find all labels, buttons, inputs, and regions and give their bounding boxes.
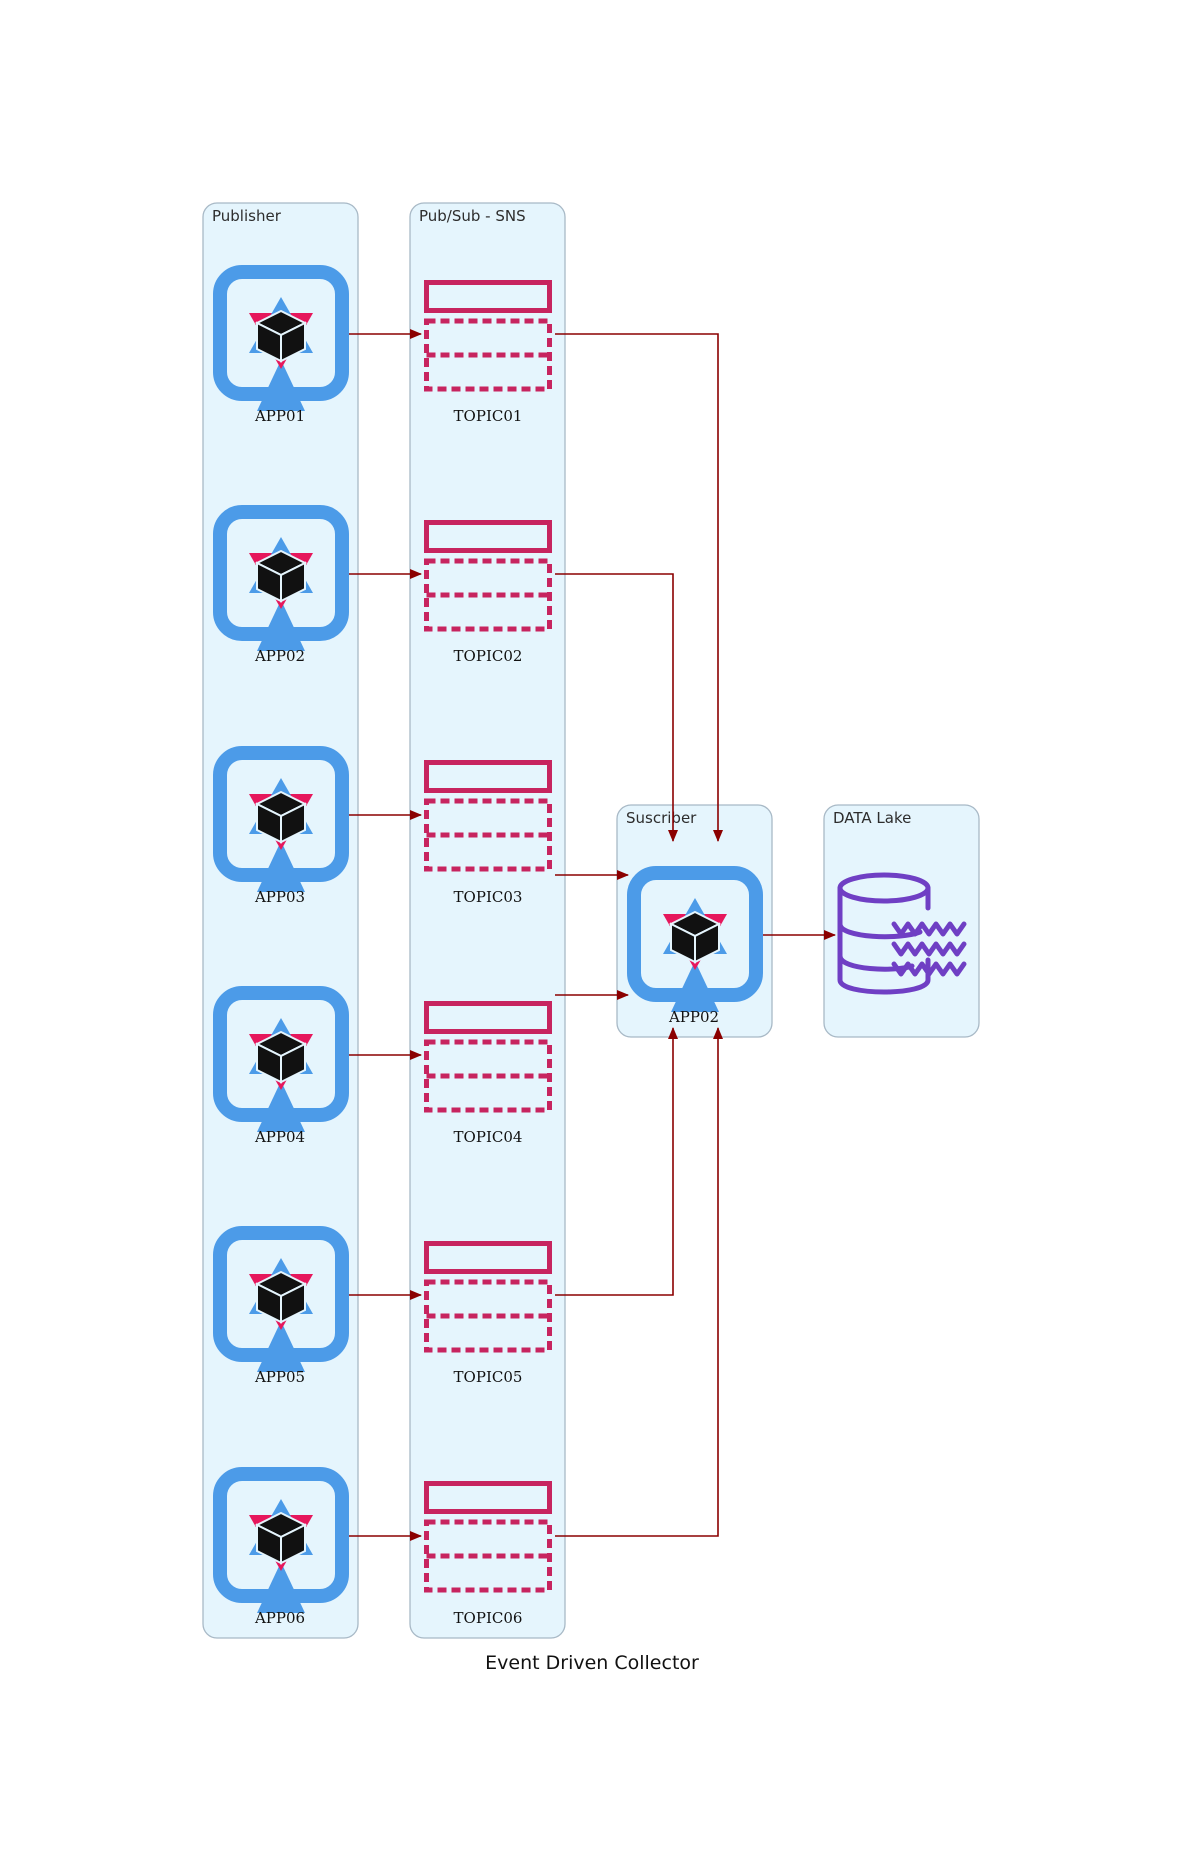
edge-topic01-subscriber — [555, 333, 723, 842]
node-label: TOPIC03 — [454, 888, 523, 906]
publisher-node: APP06 — [220, 1474, 342, 1627]
topic-node: TOPIC04 — [427, 1004, 550, 1146]
topic-node: TOPIC05 — [427, 1244, 550, 1386]
publisher-node: APP05 — [220, 1233, 342, 1386]
node-label: TOPIC04 — [454, 1128, 523, 1146]
cluster-label-publisher: Publisher — [212, 207, 282, 225]
cluster-label-datalake: DATA Lake — [833, 809, 911, 827]
node-label: APP03 — [254, 888, 305, 906]
publisher-node: APP04 — [220, 993, 342, 1146]
node-label: APP04 — [254, 1128, 305, 1146]
edges — [347, 329, 836, 1541]
node-label: TOPIC01 — [454, 407, 523, 425]
node-label: TOPIC05 — [454, 1368, 523, 1386]
node-label: APP05 — [254, 1368, 305, 1386]
edge-topic02-subscriber — [555, 573, 678, 842]
node-label: APP02 — [668, 1008, 719, 1026]
cluster-publisher: Publisher — [202, 202, 359, 1639]
edge-topic06-subscriber — [555, 1027, 723, 1537]
subscriber-node: APP02 — [634, 873, 756, 1026]
cluster-datalake: DATA Lake — [823, 804, 980, 1038]
topic-node: TOPIC06 — [427, 1484, 550, 1627]
cluster-label-pubsub: Pub/Sub - SNS — [419, 207, 526, 225]
diagram-title: Event Driven Collector — [485, 1652, 699, 1674]
topic-node: TOPIC03 — [427, 763, 550, 906]
topic-node: TOPIC02 — [427, 523, 550, 665]
node-label: TOPIC02 — [454, 647, 523, 665]
edge-topic05-subscriber — [555, 1027, 678, 1296]
publisher-node: APP03 — [220, 753, 342, 906]
node-label: APP01 — [254, 407, 305, 425]
node-label: APP02 — [254, 647, 305, 665]
topic-node: TOPIC01 — [427, 283, 550, 425]
publisher-node: APP02 — [220, 512, 342, 665]
node-label: TOPIC06 — [454, 1609, 523, 1627]
publisher-node: APP01 — [220, 272, 342, 425]
node-label: APP06 — [254, 1609, 305, 1627]
cluster-label-subscriber: Suscriber — [626, 809, 697, 827]
